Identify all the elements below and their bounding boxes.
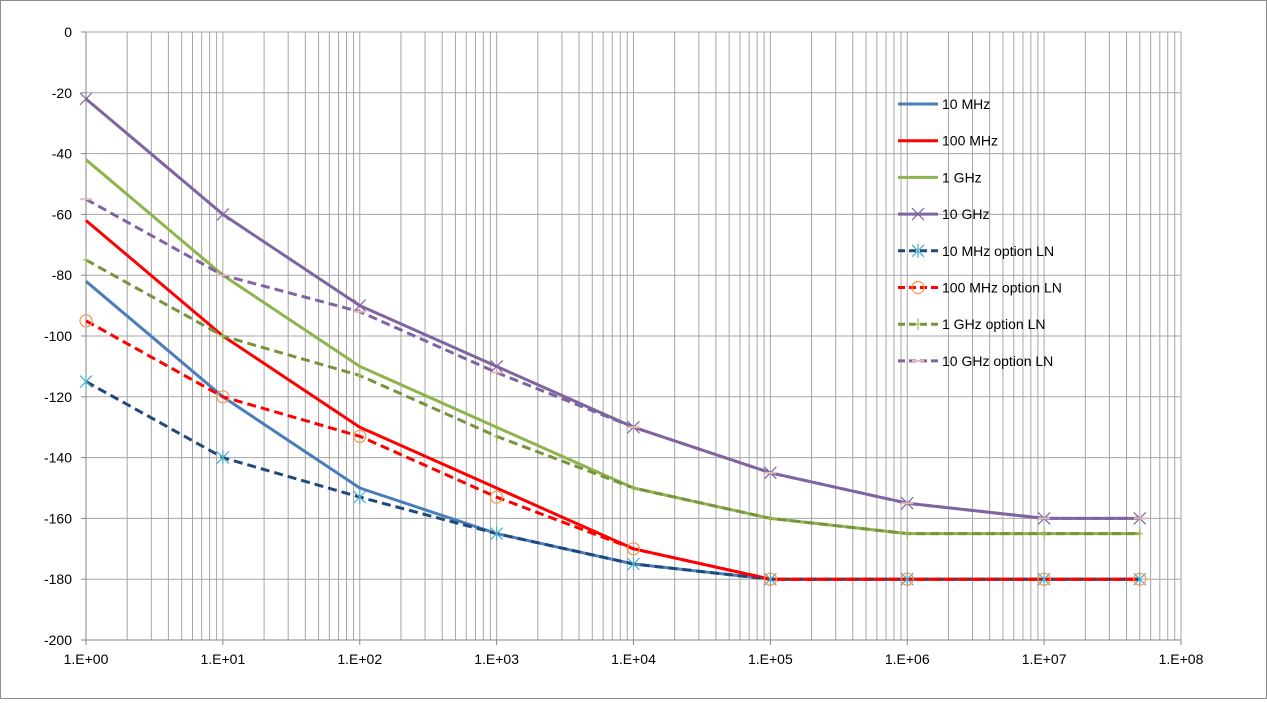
series-point	[626, 542, 641, 556]
series-point	[490, 490, 504, 504]
legend-label: 10 GHz	[942, 206, 989, 222]
series-point	[767, 512, 774, 525]
y-tick-label: -120	[44, 389, 72, 405]
series-markers	[79, 92, 1147, 587]
legend-label: 10 MHz option LN	[942, 243, 1054, 259]
y-tick-label: -180	[44, 571, 72, 587]
y-tick-label: -40	[52, 146, 72, 162]
series-point	[79, 374, 93, 389]
series-point	[353, 299, 367, 313]
series-line	[85, 97, 1140, 520]
y-tick-label: -60	[52, 206, 72, 222]
x-tick-label: 1.E+03	[474, 651, 519, 667]
series-point	[915, 318, 921, 331]
series-point	[1136, 527, 1143, 540]
series-point	[904, 527, 911, 540]
legend-label: 100 MHz option LN	[942, 280, 1062, 296]
series-point	[630, 482, 637, 494]
y-tick-label: -200	[44, 632, 72, 648]
series-point	[493, 430, 500, 443]
series-point	[627, 557, 640, 571]
x-tick-label: 1.E+08	[1159, 651, 1204, 667]
series-point	[900, 572, 914, 586]
series-point	[490, 359, 504, 373]
legend-label: 10 GHz option LN	[942, 353, 1053, 369]
series-point	[490, 526, 504, 541]
series-point	[763, 572, 777, 586]
y-tick-label: -160	[44, 510, 72, 526]
x-tick-label: 1.E+05	[748, 651, 793, 667]
series-point	[356, 369, 363, 382]
series-lines	[85, 97, 1140, 581]
x-tick-label: 1.E+02	[337, 651, 382, 667]
y-tick-label: -80	[52, 267, 72, 283]
y-tick-label: 0	[64, 24, 72, 40]
series-point	[353, 490, 367, 505]
axes: 0 -20 -40 -60 -80 -100 -120 -140 -160 -180 -200 1.E…	[44, 24, 1204, 667]
series-point	[83, 254, 89, 266]
series-point	[911, 207, 925, 221]
y-tick-label: -140	[44, 450, 72, 466]
series-point	[1133, 572, 1147, 586]
legend-label: 1 GHz	[942, 169, 982, 185]
y-tick-label: -100	[44, 328, 72, 344]
x-tick-label: 1.E+06	[885, 651, 930, 667]
x-tick-label: 1.E+01	[200, 651, 245, 667]
x-tick-label: 1.E+04	[611, 651, 656, 667]
series-point	[911, 243, 925, 258]
series-point	[219, 330, 226, 342]
series-point	[1041, 527, 1048, 540]
legend-label: 100 MHz	[942, 133, 998, 149]
y-tick-label: -20	[52, 85, 72, 101]
series-point	[911, 280, 925, 295]
series-point	[79, 92, 93, 106]
legend: 10 MHz 100 MHz 1 GHz 10 GHz 10 MHz option LN…	[898, 96, 1062, 369]
x-tick-label: 1.E+07	[1022, 651, 1067, 667]
legend-label: 10 MHz	[942, 96, 990, 112]
series-line	[85, 319, 1140, 581]
series-point	[79, 314, 93, 328]
series-point	[1037, 572, 1051, 586]
series-line	[85, 219, 1140, 581]
legend-label: 1 GHz option LN	[942, 316, 1046, 332]
series-point	[216, 450, 230, 465]
series-point	[353, 429, 367, 443]
x-tick-label: 1.E+00	[64, 651, 109, 667]
series-point	[216, 390, 230, 404]
series-point	[216, 207, 230, 221]
